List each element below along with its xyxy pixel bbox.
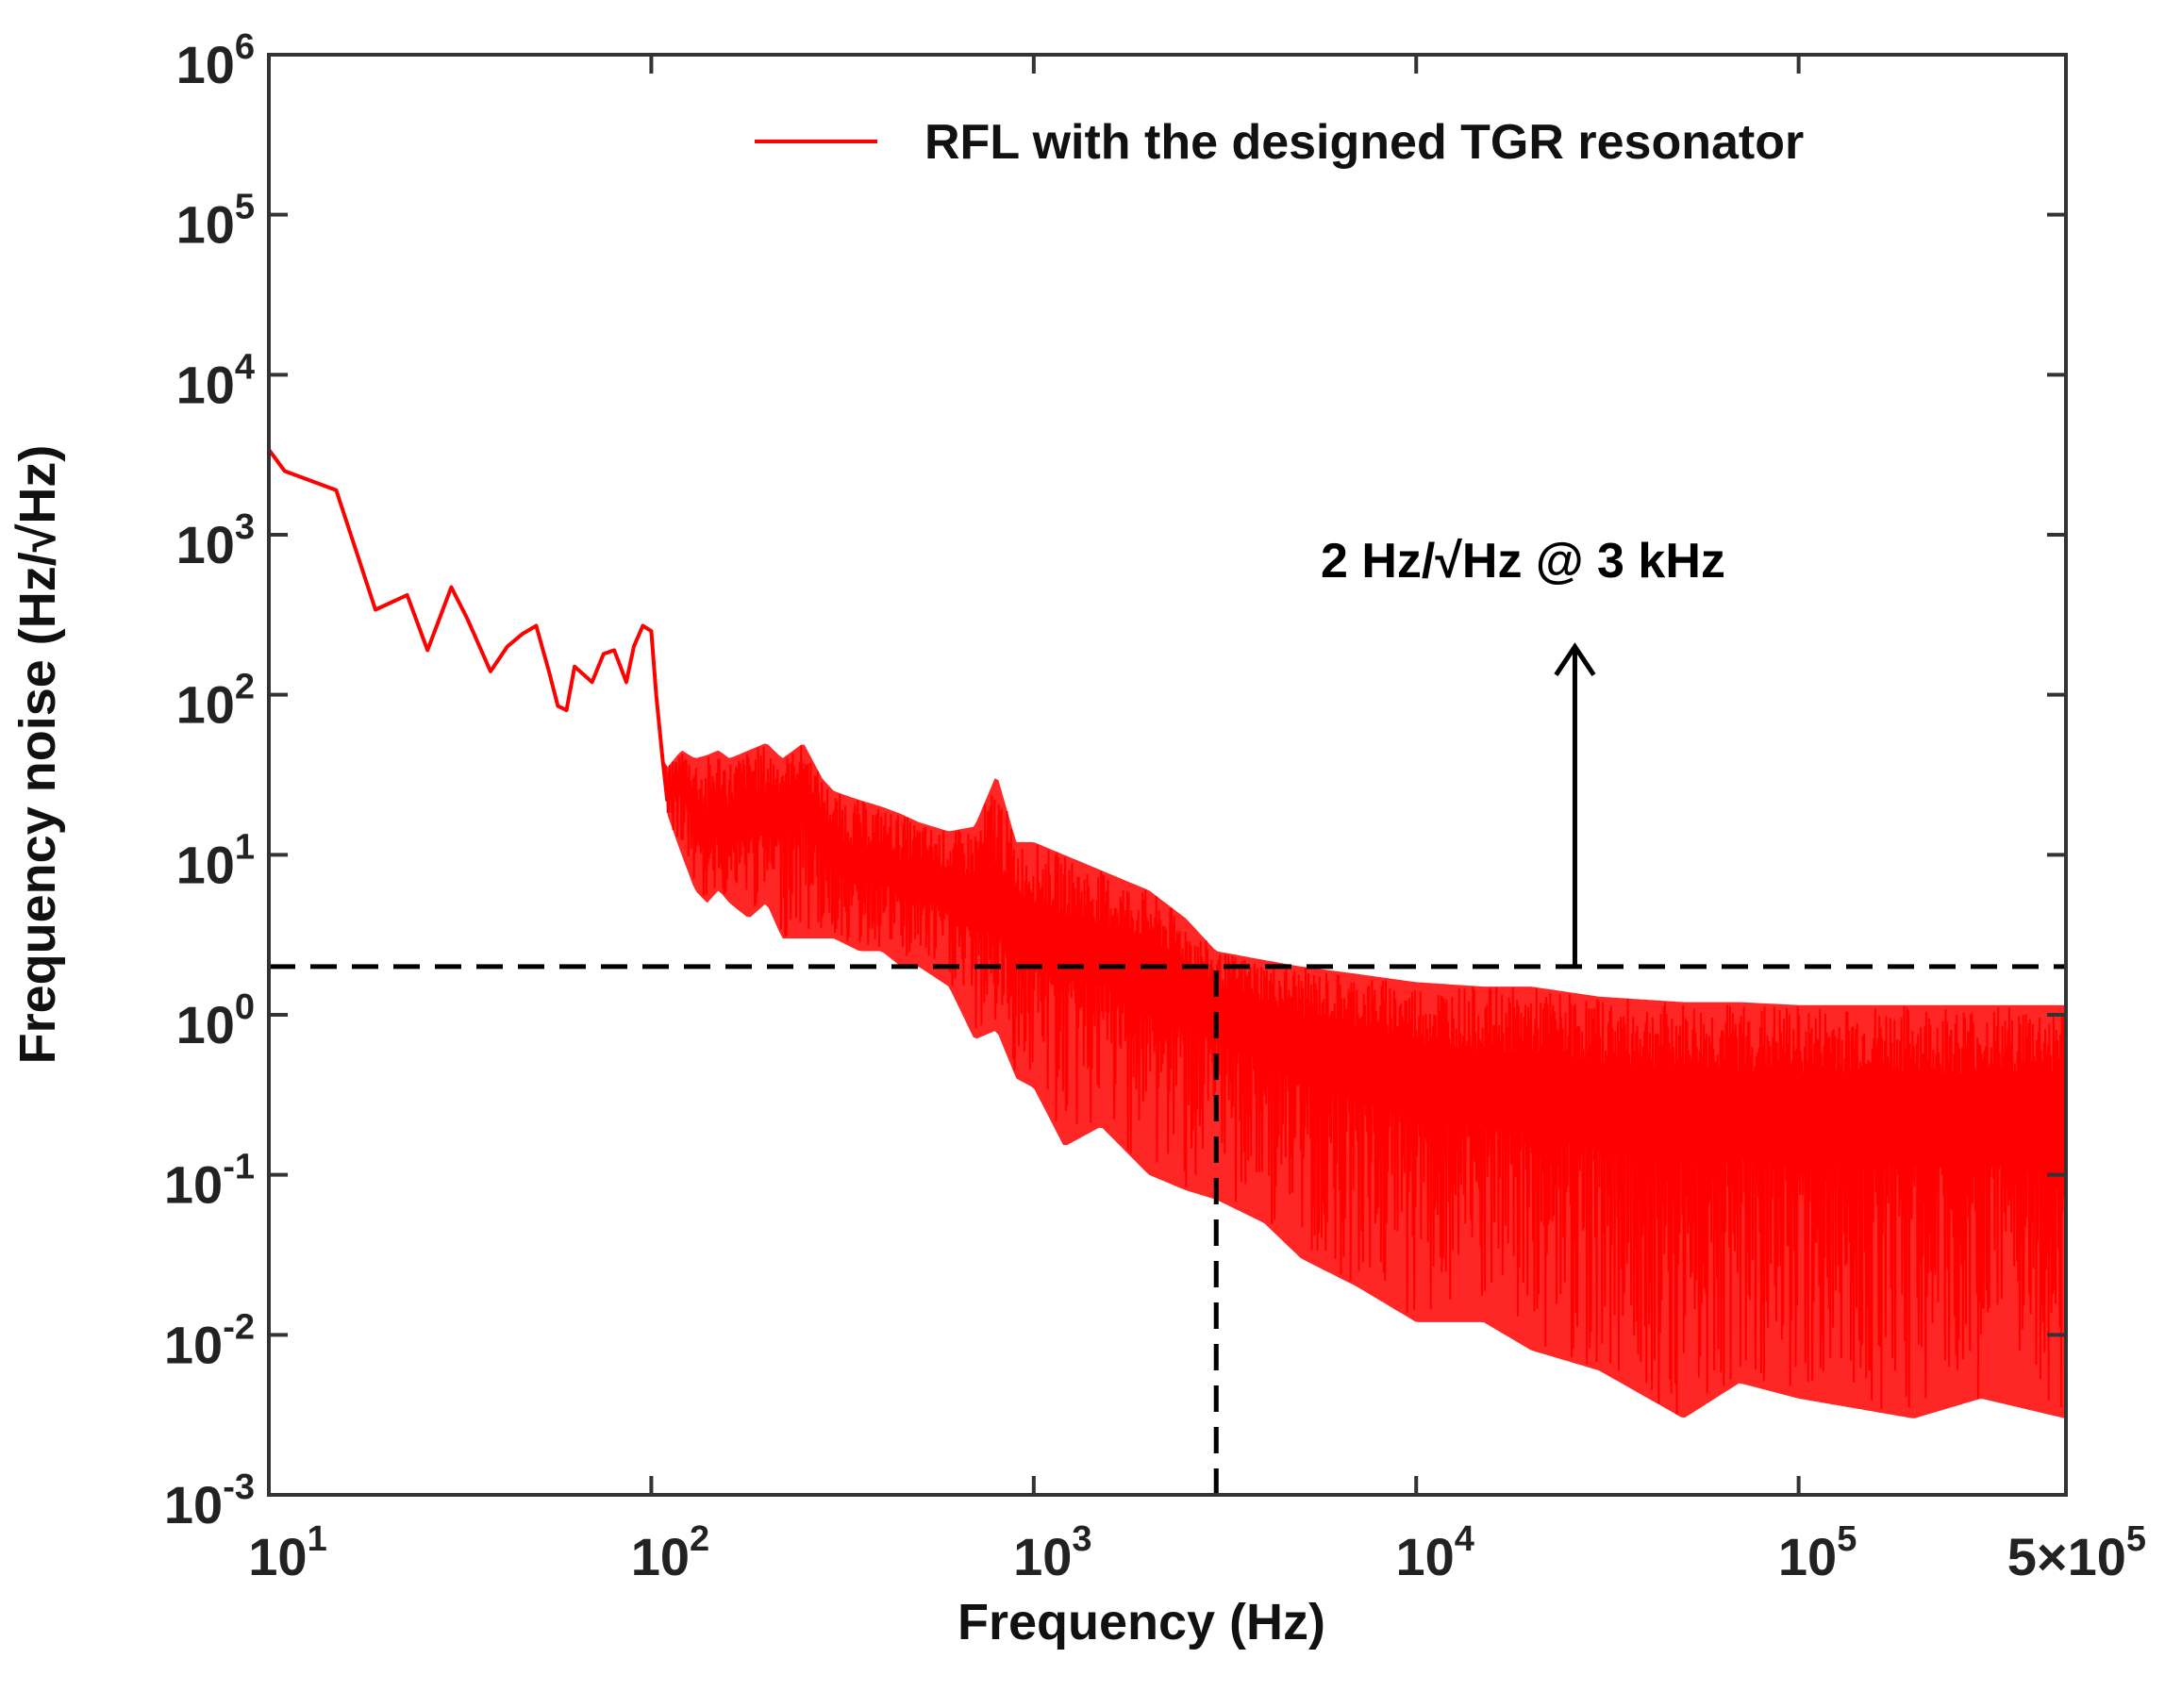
x-tick-label: 105 — [1778, 1519, 1857, 1586]
series-mean-line — [267, 448, 2066, 1105]
y-tick-label: 105 — [176, 188, 255, 255]
x-tick-label: 5×105 — [2007, 1519, 2146, 1586]
y-tick-label: 100 — [176, 987, 255, 1054]
y-tick-label: 10-1 — [164, 1148, 255, 1215]
plot-data-layer — [267, 448, 2067, 1418]
x-axis-title: Frequency (Hz) — [958, 1594, 1325, 1650]
y-tick-label: 101 — [176, 827, 255, 894]
y-tick-label: 103 — [176, 507, 255, 574]
legend-label: RFL with the designed TGR resonator — [924, 115, 1804, 170]
y-axis-title: Frequency noise (Hz/√Hz) — [9, 445, 66, 1065]
ticks-layer: 101 102 103 104 105 5×10510610510410310210110… — [164, 27, 2146, 1586]
y-tick-label: 104 — [176, 347, 255, 414]
x-tick-label: 104 — [1396, 1519, 1474, 1586]
legend: RFL with the designed TGR resonator — [755, 115, 1804, 170]
y-tick-label: 10-2 — [164, 1307, 255, 1374]
annotation-arrowhead — [1554, 642, 1596, 676]
x-tick-label: 103 — [1013, 1519, 1091, 1586]
plot-frame — [267, 53, 2068, 1497]
y-tick-label: 102 — [176, 668, 255, 735]
x-tick-label: 101 — [248, 1519, 326, 1586]
annotation: 2 Hz/√Hz @ 3 kHz — [1321, 534, 1725, 967]
annotation-label: 2 Hz/√Hz @ 3 kHz — [1321, 534, 1725, 589]
reference-lines-layer — [269, 964, 2066, 1495]
x-tick-label: 102 — [631, 1519, 709, 1586]
y-tick-label: 10-3 — [164, 1468, 255, 1534]
y-tick-label: 106 — [176, 27, 255, 94]
